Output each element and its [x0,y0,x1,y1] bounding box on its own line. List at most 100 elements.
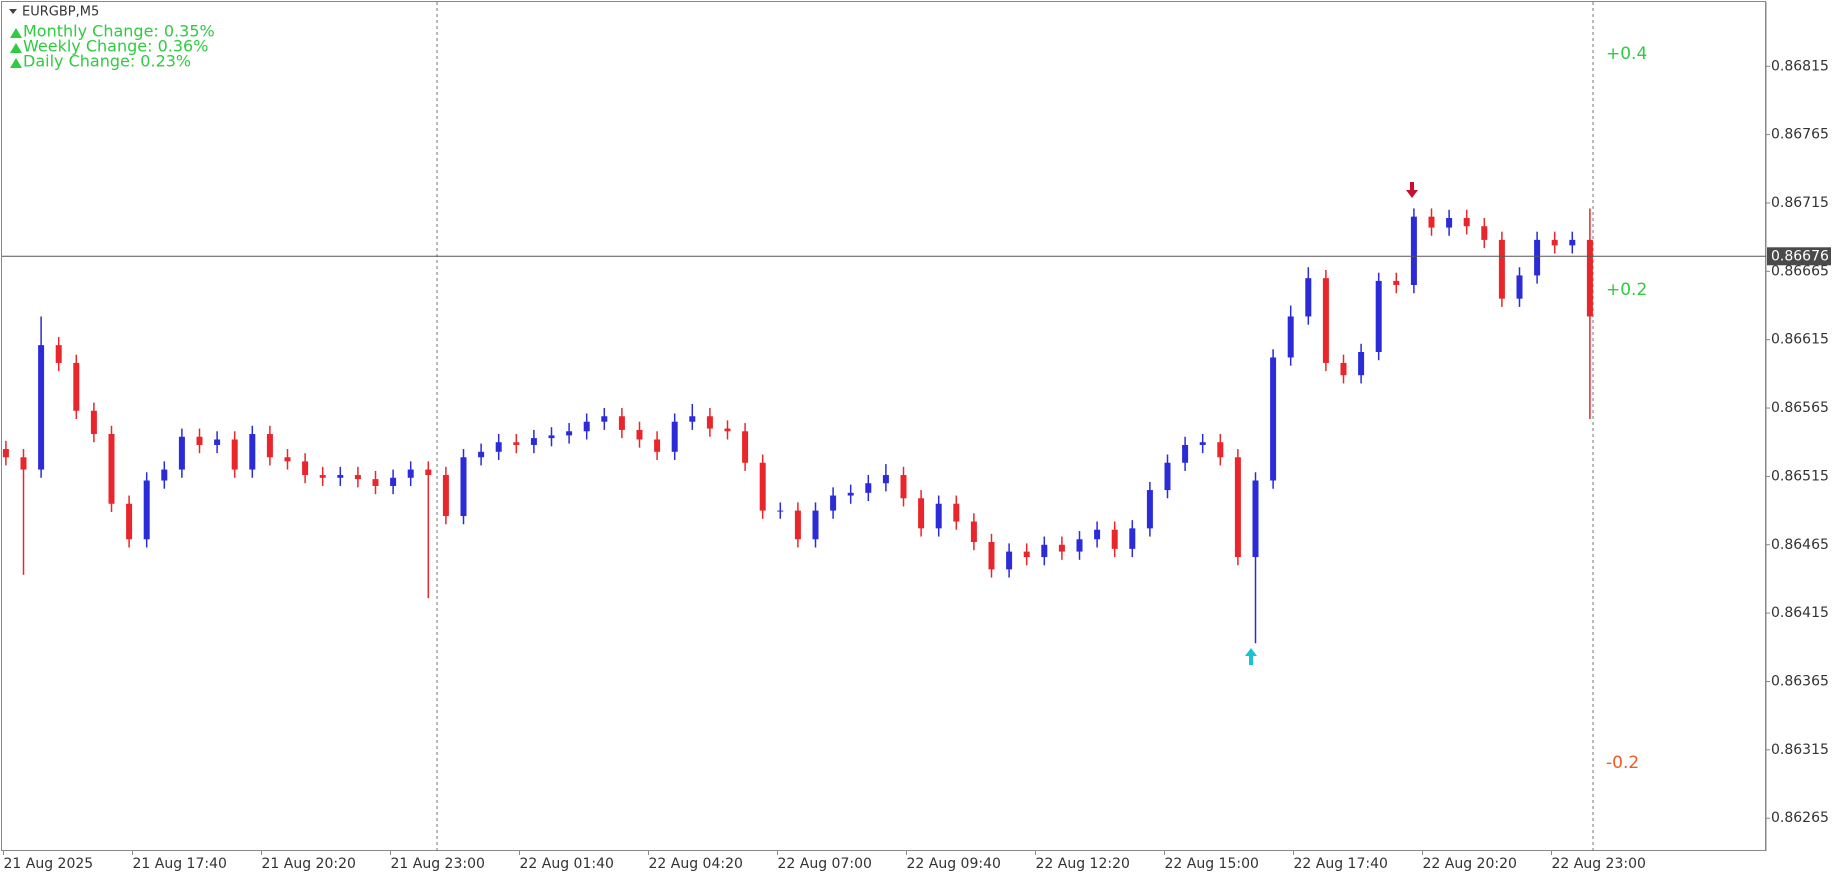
candle-body [689,416,696,422]
candle-body [1023,551,1030,558]
candle-body [1428,216,1435,228]
candle-body [530,438,537,445]
candle-body [284,457,291,462]
candle-body [882,475,889,484]
candle-body [830,495,837,511]
candle-body [1199,442,1206,445]
collapse-icon[interactable] [9,9,17,14]
candle-body [742,431,749,463]
candle-body [1358,351,1365,376]
candle-body [231,439,238,470]
y-tick-label: 0.86715 [1771,195,1829,211]
up-triangle [10,58,22,68]
candle-body [1393,280,1400,285]
candle-body [196,436,203,445]
x-tick-label: 21 Aug 23:00 [391,856,485,872]
candle-body [73,362,80,411]
candle-body [1129,528,1136,549]
candle-body [108,434,115,504]
candle-body [1006,551,1013,570]
candle-body [1322,278,1329,363]
buy-signal-arrow [1245,648,1257,665]
x-tick-label: 22 Aug 12:20 [1036,856,1130,872]
x-tick-label: 22 Aug 15:00 [1165,856,1259,872]
info-block: Monthly Change: 0.35% Weekly Change: 0.3… [10,22,215,71]
candle-body [354,475,361,480]
candle-body [425,469,432,476]
candle-body [178,436,185,470]
candle-body [970,521,977,543]
candle-body [1410,216,1417,285]
candle-body [601,416,608,422]
candle-body [1463,218,1470,227]
y-tick-label: 0.86515 [1771,468,1829,484]
candle-body [1182,444,1189,463]
candle-body [1234,457,1241,558]
symbol-title: EURGBP,M5 [22,5,99,20]
candle-body [865,483,872,493]
candle-body [583,421,590,432]
candle-body [1270,357,1277,481]
candle-body [55,345,62,363]
candle-body [1041,544,1048,558]
y-tick-label: 0.86415 [1771,605,1829,621]
x-tick-label: 22 Aug 09:40 [907,856,1001,872]
sell-signal-arrow [1406,182,1418,198]
x-tick-label: 22 Aug 01:40 [520,856,614,872]
candle-body [1111,529,1118,549]
indicator-label: +0.4 [1606,44,1647,64]
candle-body [1217,442,1224,458]
candle-body [847,492,854,496]
candle-body [90,410,97,435]
x-tick-label: 22 Aug 20:20 [1423,856,1517,872]
candle-body [636,429,643,440]
y-tick-label: 0.86815 [1771,58,1829,74]
candle-body [1375,280,1382,352]
candle-body [1481,226,1488,240]
y-tick-label: 0.86465 [1771,537,1829,553]
candle-body [794,510,801,540]
candle-body [1252,480,1259,558]
candle-body [988,542,995,570]
current-price-box [1767,247,1831,266]
info-line: Monthly Change: 0.35% [23,22,215,41]
candle-body [2,449,9,458]
candle-body [654,439,661,452]
candle-body [918,498,925,529]
candle-body [812,510,819,540]
candle-body [1094,529,1101,540]
candle-body [407,469,414,478]
candle-body [1569,239,1576,246]
y-tick-label: 0.86365 [1771,673,1829,689]
y-tick-label: 0.86265 [1771,810,1829,826]
candle-body [161,469,168,481]
candle-body [1586,239,1593,317]
candle-body [1498,239,1505,299]
current-price-label: 0.86676 [1771,248,1829,264]
candle-body [495,442,502,452]
candle-body [1305,278,1312,317]
candle-body [1551,239,1558,246]
candle-body [1076,539,1083,552]
x-tick-label: 22 Aug 04:20 [649,856,743,872]
candle-body [706,416,713,429]
x-tick-label: 22 Aug 07:00 [778,856,872,872]
y-tick-label: 0.86765 [1771,127,1829,143]
candle-body [337,475,344,478]
candle-body [1164,462,1171,491]
y-tick-label: 0.86565 [1771,400,1829,416]
candle-body [38,345,45,470]
candle-body [1058,544,1065,552]
candle-body [1534,239,1541,276]
candle-body [372,479,379,486]
y-tick-label: 0.86615 [1771,332,1829,348]
y-tick-label: 0.86665 [1771,263,1829,279]
y-tick-label: 0.86315 [1771,742,1829,758]
candle-body [953,503,960,522]
candle-body [319,475,326,478]
up-triangle [10,28,22,38]
candle-body [1516,275,1523,299]
candle-body [618,416,625,430]
candle-body [266,434,273,458]
